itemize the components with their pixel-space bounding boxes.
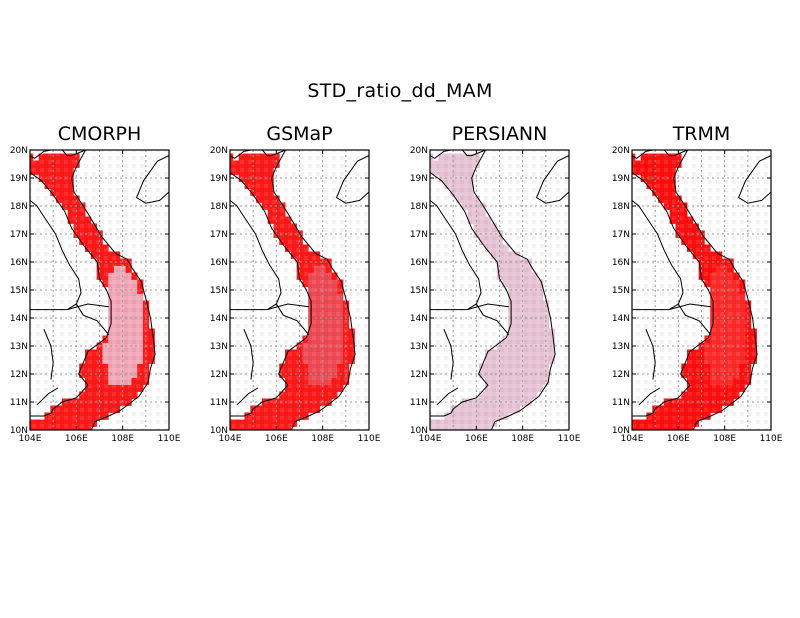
panel-title: GSMaP [266,123,332,145]
y-tick-label: 13N [410,342,428,352]
y-tick-label: 14N [410,314,428,324]
y-tick-label: 20N [410,146,428,156]
y-tick-label: 11N [612,398,630,408]
y-tick-label: 15N [410,286,428,296]
y-tick-label: 20N [210,146,228,156]
map-panel-persiann: PERSIANN 10N 11N 12N 13N 14N 15N 16N 17N 18N 19N 20… [410,123,581,444]
y-tick-label: 19N [612,174,630,184]
y-tick-label: 16N [612,258,630,268]
y-tick-label: 19N [210,174,228,184]
y-tick-label: 12N [10,370,28,380]
y-tick-label: 16N [210,258,228,268]
x-tick-label: 108E [511,434,534,444]
y-tick-label: 10N [612,426,630,436]
x-tick-label: 110E [558,434,581,444]
x-tick-label: 106E [265,434,288,444]
x-tick-label: 104E [19,434,42,444]
coastlines [230,150,369,430]
y-tick-label: 15N [210,286,228,296]
y-tick-label: 15N [10,286,28,296]
x-tick-label: 104E [419,434,442,444]
coastlines [430,150,569,430]
x-tick-label: 106E [667,434,690,444]
panel-title: CMORPH [58,123,142,145]
panel-title: TRMM [672,123,731,145]
x-tick-label: 106E [465,434,488,444]
y-tick-label: 10N [410,426,428,436]
y-tick-label: 11N [10,398,28,408]
coastlines [30,150,169,430]
y-tick-label: 14N [612,314,630,324]
y-tick-label: 14N [10,314,28,324]
y-tick-label: 11N [410,398,428,408]
y-tick-label: 11N [210,398,228,408]
gridlines [230,150,369,430]
y-tick-label: 18N [10,202,28,212]
figure-title: STD_ratio_dd_MAM [307,80,493,102]
x-tick-label: 108E [311,434,334,444]
y-tick-label: 14N [210,314,228,324]
x-tick-label: 110E [158,434,181,444]
y-tick-label: 16N [410,258,428,268]
y-tick-label: 17N [612,230,630,240]
map-panel-trmm: TRMM 10N 11N 12N 13N 14N 15N 16N 17N 18N 19N 20N 104… [612,123,783,444]
y-tick-label: 18N [210,202,228,212]
y-tick-label: 18N [612,202,630,212]
y-tick-label: 12N [210,370,228,380]
x-tick-label: 104E [219,434,242,444]
y-tick-label: 19N [410,174,428,184]
y-tick-label: 19N [10,174,28,184]
y-tick-label: 13N [612,342,630,352]
y-tick-label: 20N [10,146,28,156]
y-tick-label: 20N [612,146,630,156]
y-tick-label: 12N [612,370,630,380]
x-tick-label: 106E [65,434,88,444]
x-tick-label: 110E [358,434,381,444]
map-panel-gsmap: GSMaP 10N 11N 12N 13N 14N 15N 16N 17N 18N 19N 20N 10… [210,123,381,444]
gridlines [30,150,169,430]
y-tick-label: 12N [410,370,428,380]
y-tick-label: 13N [210,342,228,352]
y-tick-label: 10N [210,426,228,436]
map-panel-cmorph: CMORPH 10N 11N 12N 13N 14N 15N 16N 17N 18N 19N 20N 1… [10,123,181,444]
gridlines [430,150,569,430]
y-tick-label: 16N [10,258,28,268]
x-tick-label: 108E [111,434,134,444]
x-tick-label: 104E [621,434,644,444]
x-tick-label: 108E [713,434,736,444]
coastlines [632,150,771,430]
y-tick-label: 13N [10,342,28,352]
y-tick-label: 10N [10,426,28,436]
y-tick-label: 15N [612,286,630,296]
panel-title: PERSIANN [452,123,548,145]
y-tick-label: 18N [410,202,428,212]
y-tick-label: 17N [210,230,228,240]
x-tick-label: 110E [760,434,783,444]
y-tick-label: 17N [410,230,428,240]
y-tick-label: 17N [10,230,28,240]
